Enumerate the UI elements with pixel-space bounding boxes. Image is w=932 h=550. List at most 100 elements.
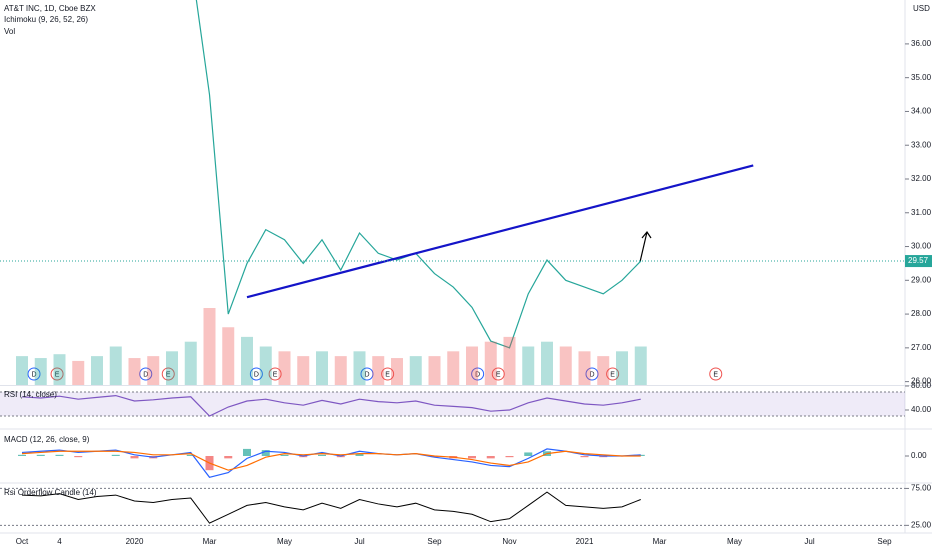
event-label: D: [254, 371, 259, 378]
event-marker: [709, 367, 723, 381]
volume-bar: [597, 356, 610, 385]
event-label: D: [364, 371, 369, 378]
volume-bar: [109, 346, 122, 385]
y-tick-label: 29.00: [911, 275, 932, 284]
volume-bar: [241, 336, 253, 385]
event-marker: [585, 367, 599, 381]
volume-bar: [203, 308, 216, 385]
y-tick-label: 25.00: [911, 520, 932, 529]
histogram-bar: [524, 452, 533, 456]
signal-line: [21, 450, 641, 471]
volume-bar: [559, 346, 572, 385]
event-marker: [27, 367, 41, 381]
volume-bar: [541, 341, 553, 385]
histogram-bar: [280, 454, 289, 456]
volume-bar: [447, 351, 460, 385]
volume-bar: [184, 341, 197, 385]
x-tick-label: Sep: [877, 537, 892, 546]
pane-title: MACD (12, 26, close, 9): [4, 435, 90, 444]
histogram-bar: [468, 456, 476, 459]
event-label: D: [31, 371, 36, 378]
volume-bar: [16, 356, 28, 385]
volume-bar: [466, 346, 478, 385]
event-marker: [606, 367, 620, 381]
subtitle: Ichimoku (9, 26, 52, 26): [4, 15, 88, 24]
y-tick-label: 36.00: [911, 39, 932, 48]
y-tick-label: 80.00: [911, 381, 932, 390]
volume-bar: [147, 356, 160, 385]
y-tick-label: 31.00: [911, 208, 932, 217]
x-tick-label: Jul: [354, 537, 364, 546]
y-tick-label: 40.00: [911, 405, 932, 414]
histogram-bar: [55, 454, 64, 456]
volume-bar: [484, 341, 497, 385]
arrow: [639, 230, 652, 263]
pane-title: RSI (14, close): [4, 390, 57, 399]
event-marker: [50, 367, 64, 381]
event-marker: [360, 367, 374, 381]
event-marker: [139, 367, 153, 381]
volume-bar: [391, 358, 403, 385]
y-tick-label: 30.00: [911, 242, 932, 251]
y-tick-label: 27.00: [911, 343, 932, 352]
histogram-bar: [36, 454, 45, 456]
last-price-label: 29.57: [908, 256, 929, 265]
histogram-bar: [224, 456, 233, 459]
histogram-bar: [318, 454, 326, 456]
y-tick-label: 32.00: [911, 174, 932, 183]
histogram-bar: [130, 456, 139, 459]
event-marker: [381, 367, 395, 381]
x-tick-label: Mar: [653, 537, 667, 546]
histogram-bar: [355, 453, 364, 456]
x-tick-label: May: [277, 537, 292, 546]
histogram-bar: [186, 454, 195, 456]
last-price-box: [905, 255, 932, 268]
pane-title: Vol: [4, 27, 15, 36]
price-line: [21, 394, 641, 417]
volume-bar: [128, 358, 141, 385]
x-tick-label: May: [727, 537, 742, 546]
y-tick-label: 26.00: [911, 377, 932, 386]
histogram-bar: [74, 456, 83, 458]
event-label: E: [713, 371, 718, 378]
event-marker: [249, 367, 263, 381]
trendline: [246, 164, 754, 299]
volume-bar: [278, 351, 291, 385]
volume-bar: [578, 351, 591, 385]
x-tick-label: Oct: [16, 537, 29, 546]
x-tick-label: 4: [57, 537, 62, 546]
x-tick-label: Jul: [804, 537, 814, 546]
histogram-bar: [486, 456, 495, 459]
band: [0, 392, 905, 416]
histogram-bar: [111, 454, 120, 456]
y-tick-label: 34.00: [911, 107, 932, 116]
y-tick-label: 75.00: [911, 484, 932, 493]
volume-bar: [222, 327, 235, 385]
volume-bar: [372, 356, 385, 385]
event-marker: [471, 367, 485, 381]
event-label: E: [610, 371, 615, 378]
event-marker: [268, 367, 282, 381]
volume-bar: [503, 336, 516, 385]
volume-bar: [34, 358, 47, 385]
event-marker: [161, 367, 175, 381]
pane-title: AT&T INC, 1D, Cboe BZX: [4, 4, 96, 13]
volume-bar: [522, 346, 535, 385]
event-label: E: [273, 371, 278, 378]
volume-bar: [166, 351, 178, 385]
pane-title: Rsi Orderflow Candle (14): [4, 488, 97, 497]
event-label: E: [55, 371, 60, 378]
histogram-bar: [243, 448, 251, 456]
price-line: [21, 491, 641, 524]
volume-bar: [409, 356, 422, 385]
volume-bar: [334, 356, 347, 385]
event-label: E: [385, 371, 390, 378]
y-tick-label: 28.00: [911, 309, 932, 318]
volume-bar: [428, 356, 441, 385]
event-label: E: [496, 371, 501, 378]
y-tick-label: 33.00: [911, 140, 932, 149]
volume-bar: [259, 346, 272, 385]
event-label: D: [143, 371, 148, 378]
